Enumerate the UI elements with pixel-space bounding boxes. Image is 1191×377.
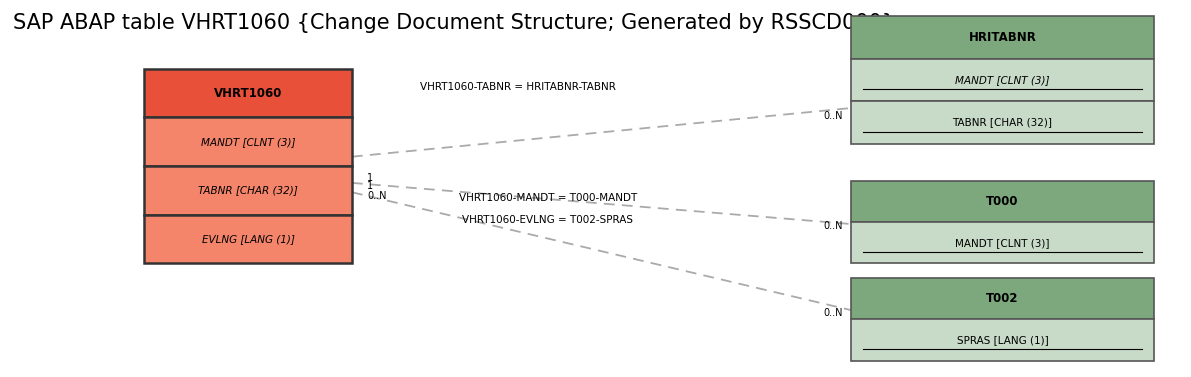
FancyBboxPatch shape — [850, 16, 1154, 59]
Text: VHRT1060-MANDT = T000-MANDT: VHRT1060-MANDT = T000-MANDT — [459, 193, 637, 203]
Text: VHRT1060-EVLNG = T002-SPRAS: VHRT1060-EVLNG = T002-SPRAS — [462, 215, 634, 225]
Text: SPRAS [LANG (1)]: SPRAS [LANG (1)] — [956, 335, 1048, 345]
Text: SAP ABAP table VHRT1060 {Change Document Structure; Generated by RSSCD000}: SAP ABAP table VHRT1060 {Change Document… — [13, 12, 896, 33]
FancyBboxPatch shape — [850, 59, 1154, 101]
Text: 0..N: 0..N — [823, 308, 843, 318]
Text: TABNR [CHAR (32)]: TABNR [CHAR (32)] — [953, 117, 1053, 127]
Text: MANDT [CLNT (3)]: MANDT [CLNT (3)] — [955, 75, 1049, 85]
FancyBboxPatch shape — [144, 117, 351, 166]
FancyBboxPatch shape — [850, 101, 1154, 144]
FancyBboxPatch shape — [850, 181, 1154, 222]
Text: T002: T002 — [986, 293, 1018, 305]
Text: 1: 1 — [367, 173, 374, 183]
FancyBboxPatch shape — [850, 278, 1154, 319]
Text: TABNR [CHAR (32)]: TABNR [CHAR (32)] — [198, 185, 298, 195]
FancyBboxPatch shape — [144, 166, 351, 215]
Text: EVLNG [LANG (1)]: EVLNG [LANG (1)] — [201, 234, 294, 244]
FancyBboxPatch shape — [144, 215, 351, 264]
Text: T000: T000 — [986, 195, 1018, 208]
Text: 1
0..N: 1 0..N — [367, 181, 387, 201]
Text: HRITABNR: HRITABNR — [968, 31, 1036, 44]
Text: 0..N: 0..N — [823, 110, 843, 121]
FancyBboxPatch shape — [850, 319, 1154, 361]
FancyBboxPatch shape — [850, 222, 1154, 264]
Text: MANDT [CLNT (3)]: MANDT [CLNT (3)] — [955, 238, 1049, 248]
Text: MANDT [CLNT (3)]: MANDT [CLNT (3)] — [201, 137, 295, 147]
Text: 0..N: 0..N — [823, 221, 843, 231]
Text: VHRT1060: VHRT1060 — [213, 87, 282, 100]
Text: VHRT1060-TABNR = HRITABNR-TABNR: VHRT1060-TABNR = HRITABNR-TABNR — [420, 83, 616, 92]
FancyBboxPatch shape — [144, 69, 351, 117]
